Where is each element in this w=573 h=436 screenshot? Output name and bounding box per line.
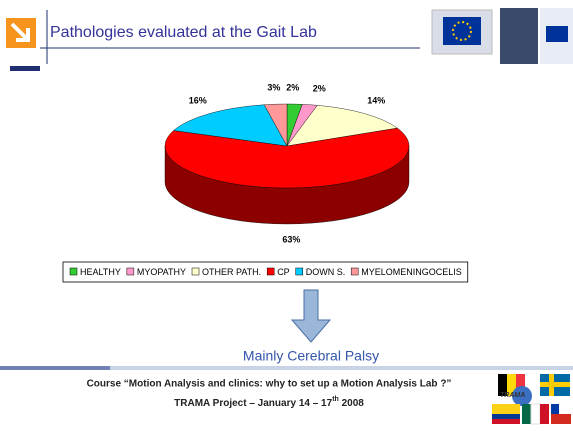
flag-se-cross-v [549,374,554,396]
flag-co-3 [492,419,520,424]
legend-swatch [296,268,303,275]
flag-mx-3 [540,404,549,424]
legend-swatch [351,268,358,275]
footer-line1: Course “Motion Analysis and clinics: why… [87,379,452,390]
legend-swatch [127,268,134,275]
legend-swatch [267,268,274,275]
footer-year: 2008 [339,398,364,409]
legend-label: MYOPATHY [137,267,186,277]
footer-date: TRAMA Project – January 14 – 17 [174,398,332,409]
legend-label: CP [277,267,290,277]
trama-logo: TRAMA [500,392,525,399]
legend-label: DOWN S. [306,267,346,277]
data-label: 63% [282,234,300,244]
data-label: 2% [286,82,299,92]
footer-band-dark [0,366,110,370]
flag-cl-blue [551,404,559,414]
data-label: 2% [313,83,326,93]
eu-flag [443,17,481,45]
side-bar [10,66,40,71]
legend-swatch [192,268,199,275]
europeaid-flag [546,26,568,42]
flag-co-2 [492,414,520,419]
data-label: 14% [367,96,385,106]
conclusion-text: Mainly Cerebral Palsy [243,348,379,364]
data-label: 3% [267,83,280,93]
slide-title: Pathologies evaluated at the Gait Lab [50,24,317,41]
legend-swatch [70,268,77,275]
flag-mx-1 [522,404,531,424]
legend-label: HEALTHY [80,267,121,277]
slide: Pathologies evaluated at the Gait Lab Ma… [0,0,573,431]
legend-label: OTHER PATH. [202,267,261,277]
data-label: 16% [189,96,207,106]
flag-se-cross [540,382,570,387]
alfa-logo [500,8,538,64]
flag-mx-2 [531,404,540,424]
legend-label: MYELOMENINGOCELIS [361,267,462,277]
